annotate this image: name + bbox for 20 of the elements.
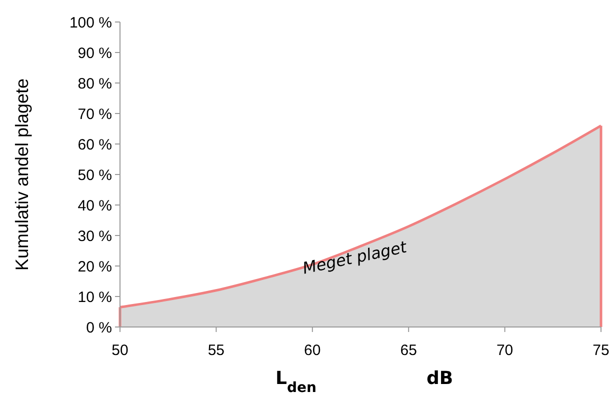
x-tick-label: 65 (400, 342, 417, 359)
y-tick-label: 10 % (78, 288, 112, 306)
y-tick-label: 60 % (78, 136, 112, 154)
y-tick-label: 50 % (78, 166, 112, 184)
y-tick-label: 100 % (69, 14, 112, 32)
y-tick-label: 30 % (78, 228, 112, 245)
text: L$_{den}$ dB (276, 368, 454, 396)
x-tick-label: 50 (112, 342, 128, 359)
x-tick-label: 75 (592, 342, 610, 359)
y-tick-label: 20 % (78, 258, 112, 276)
annotation: Meget plaget (300, 237, 409, 278)
y-tick-label: 70 % (78, 106, 112, 123)
x-tick-label: 55 (208, 342, 225, 359)
x-tick-label: 60 (304, 342, 321, 359)
y-tick-label: 40 % (78, 197, 112, 214)
y-axis-title: Kumulativ andel plagete (12, 78, 32, 271)
y-tick-label: 90 % (78, 44, 112, 62)
x-tick-label: 70 (496, 342, 514, 359)
y-tick-label: 80 % (78, 75, 112, 92)
y-tick-label: 0 % (86, 319, 112, 336)
